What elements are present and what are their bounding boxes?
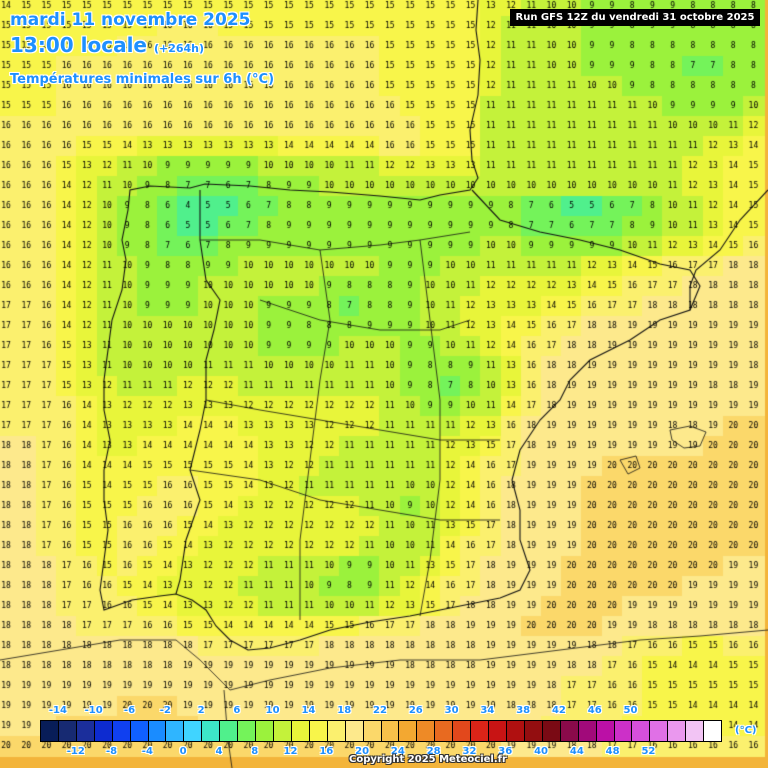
legend-label-bottom: -4 bbox=[141, 746, 153, 757]
legend-colorbar bbox=[40, 720, 722, 742]
legend-swatch bbox=[327, 721, 346, 741]
legend-swatch bbox=[489, 721, 507, 741]
map-time-label: 13:00 locale bbox=[10, 33, 147, 57]
legend: (°C) -14 -10 -6 -2 2 6 10 14 18 22 26 30 34 38 42 46 50-… bbox=[0, 700, 768, 768]
legend-label-bottom: 16 bbox=[319, 746, 334, 757]
legend-label-bottom: 0 bbox=[179, 746, 187, 757]
legend-swatch bbox=[238, 721, 257, 741]
legend-label-top: 42 bbox=[551, 705, 566, 716]
legend-label-top: 38 bbox=[516, 705, 531, 716]
legend-swatch bbox=[273, 721, 292, 741]
legend-swatch bbox=[578, 721, 597, 741]
legend-swatch bbox=[94, 721, 113, 741]
map-product-title: Températures minimales sur 6h (°C) bbox=[10, 72, 275, 87]
legend-label-top: 22 bbox=[373, 705, 387, 716]
legend-swatch bbox=[291, 721, 310, 741]
legend-swatch bbox=[148, 721, 167, 741]
legend-label-bottom: 40 bbox=[534, 746, 549, 757]
legend-label-top: 46 bbox=[587, 705, 602, 716]
legend-label-top: -6 bbox=[123, 705, 136, 716]
legend-label-top: 14 bbox=[301, 705, 316, 716]
legend-label-top: 10 bbox=[265, 705, 280, 716]
legend-swatch bbox=[506, 721, 525, 741]
legend-swatch bbox=[704, 721, 722, 741]
legend-label-bottom: 8 bbox=[251, 746, 259, 757]
legend-swatch bbox=[632, 721, 651, 741]
legend-label-bottom: 12 bbox=[283, 746, 298, 757]
map-time: 13:00 locale (+264h) bbox=[10, 33, 204, 57]
legend-swatch bbox=[363, 721, 382, 741]
legend-label-top: 30 bbox=[444, 705, 459, 716]
legend-swatch bbox=[76, 721, 95, 741]
legend-swatch bbox=[560, 721, 579, 741]
legend-label-top: 6 bbox=[233, 705, 241, 716]
legend-label-bottom: 24 bbox=[390, 746, 405, 757]
legend-label-top: 18 bbox=[337, 705, 352, 716]
legend-swatch bbox=[435, 721, 454, 741]
legend-swatch bbox=[381, 721, 400, 741]
legend-swatch bbox=[417, 721, 436, 741]
legend-swatch bbox=[256, 721, 274, 741]
legend-label-bottom: 20 bbox=[355, 746, 370, 757]
legend-label-bottom: -12 bbox=[66, 746, 85, 757]
legend-swatch bbox=[58, 721, 77, 741]
legend-swatch bbox=[596, 721, 615, 741]
legend-label-bottom: 32 bbox=[462, 746, 477, 757]
legend-label-top: 50 bbox=[623, 705, 638, 716]
legend-swatch bbox=[166, 721, 185, 741]
run-banner: Run GFS 12Z du vendredi 31 octobre 2025 bbox=[510, 9, 760, 26]
legend-label-bottom: -8 bbox=[106, 746, 118, 757]
legend-swatch bbox=[41, 721, 59, 741]
legend-swatch bbox=[220, 721, 239, 741]
legend-label-top: -14 bbox=[48, 705, 67, 716]
lead-time: (+264h) bbox=[153, 42, 205, 55]
legend-swatch bbox=[202, 721, 221, 741]
legend-swatch bbox=[524, 721, 543, 741]
legend-label-bottom: 52 bbox=[641, 746, 656, 757]
legend-swatch bbox=[309, 721, 328, 741]
legend-label-bottom: 44 bbox=[569, 746, 584, 757]
map-date: mardi 11 novembre 2025 bbox=[10, 10, 251, 30]
legend-swatch bbox=[686, 721, 705, 741]
legend-swatch bbox=[184, 721, 203, 741]
legend-swatch bbox=[650, 721, 669, 741]
legend-swatch bbox=[345, 721, 364, 741]
legend-swatch bbox=[668, 721, 687, 741]
legend-label-top: -10 bbox=[84, 705, 103, 716]
copyright: Copyright 2025 Meteociel.fr bbox=[349, 754, 507, 765]
legend-label-bottom: 48 bbox=[605, 746, 620, 757]
legend-label-top: -2 bbox=[159, 705, 171, 716]
legend-swatch bbox=[399, 721, 418, 741]
legend-label-top: 2 bbox=[197, 705, 205, 716]
legend-swatch bbox=[614, 721, 633, 741]
legend-unit: (°C) bbox=[735, 725, 757, 736]
legend-swatch bbox=[542, 721, 561, 741]
legend-swatch bbox=[471, 721, 490, 741]
legend-label-bottom: 4 bbox=[215, 746, 223, 757]
legend-label-bottom: 28 bbox=[426, 746, 441, 757]
legend-label-top: 34 bbox=[480, 705, 495, 716]
legend-label-bottom: 36 bbox=[498, 746, 513, 757]
legend-swatch bbox=[112, 721, 131, 741]
legend-swatch bbox=[453, 721, 472, 741]
legend-swatch bbox=[130, 721, 149, 741]
legend-label-top: 26 bbox=[408, 705, 423, 716]
